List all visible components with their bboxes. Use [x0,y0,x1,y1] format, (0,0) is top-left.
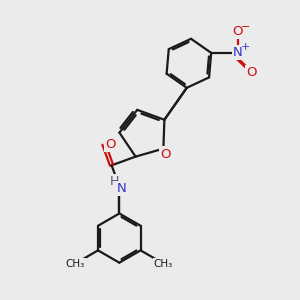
Text: O: O [160,148,171,160]
Text: CH₃: CH₃ [65,259,85,269]
Text: N: N [117,182,127,195]
Text: H: H [110,175,119,188]
Text: −: − [241,22,250,32]
Text: N: N [233,46,243,59]
Text: O: O [246,66,257,79]
Text: O: O [233,25,243,38]
Text: O: O [105,138,116,151]
Text: CH₃: CH₃ [154,259,173,269]
Text: +: + [241,42,250,52]
